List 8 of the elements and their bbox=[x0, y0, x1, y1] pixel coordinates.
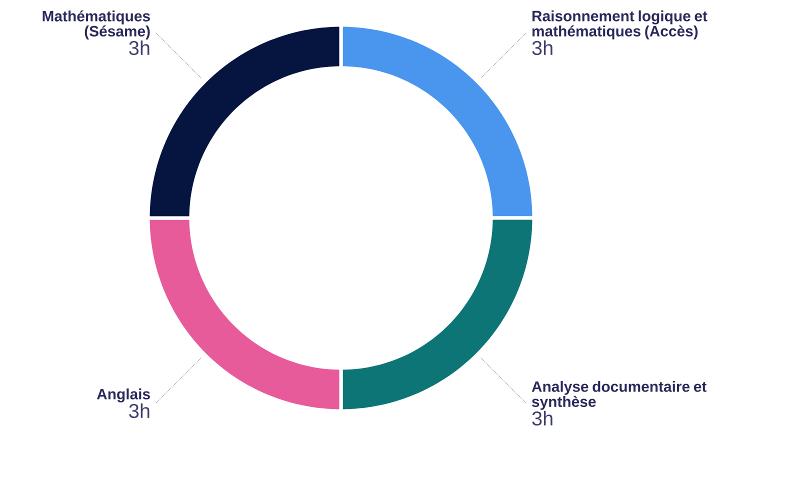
slice-label: Raisonnement logique et mathématiques (Accès) bbox=[532, 10, 708, 40]
data-label: 3h bbox=[532, 40, 552, 56]
data-label: 3h bbox=[129, 403, 150, 418]
slice-label: Analyse documentaire et synthèse bbox=[532, 380, 707, 410]
data-label: 3h bbox=[129, 40, 150, 56]
slice-label: Anglais bbox=[96, 388, 150, 402]
slice-label: Mathématiques (Sésame) bbox=[42, 10, 150, 40]
data-label: 3h bbox=[532, 410, 552, 426]
